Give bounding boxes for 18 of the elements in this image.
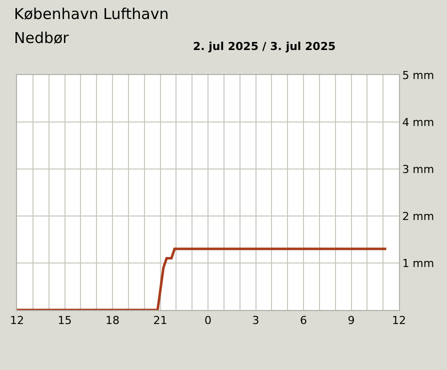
y-tick-label: 3 mm (402, 162, 434, 176)
text: 2. jul 2025 / 3. jul 2025 (193, 40, 336, 53)
x-tick-label: 9 (348, 314, 355, 328)
y-tick-label: 2 mm (402, 210, 434, 223)
y-tick-label: 5 mm (402, 68, 434, 82)
x-tick-label: 12 (392, 314, 406, 328)
x-tick-label: 0 (204, 314, 212, 328)
line-series (17, 248, 388, 310)
chart-subtitle: Nedbør (14, 29, 70, 47)
x-tick-label: 3 (252, 314, 260, 328)
x-tick-label: 15 (58, 314, 72, 328)
chart-title: København Lufthavn (14, 5, 169, 23)
y-tick-label: 4 mm (402, 116, 434, 129)
y-tick-label: 1 mm (402, 256, 434, 270)
x-tick-label: 12 (10, 314, 24, 328)
x-tick-label: 21 (153, 314, 168, 328)
x-tick-label: 6 (300, 314, 307, 328)
x-tick-label: 18 (106, 314, 120, 328)
